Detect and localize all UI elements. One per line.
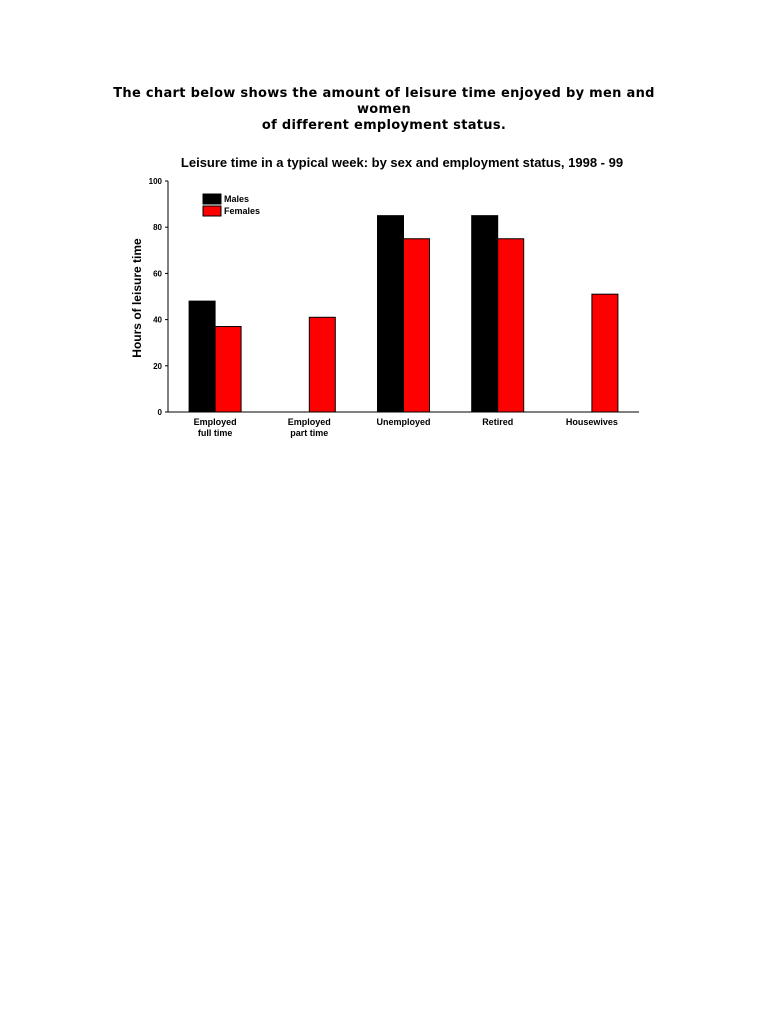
y-tick-label: 0 xyxy=(158,408,163,417)
bar-males-3 xyxy=(471,215,499,413)
bar-males-0 xyxy=(188,300,216,413)
x-tick-label: Unemployed xyxy=(376,417,430,427)
bar-females-1 xyxy=(308,316,336,413)
x-tick-label: full time xyxy=(198,428,233,438)
y-tick-label: 100 xyxy=(149,177,163,186)
x-tick-label: Employed xyxy=(288,417,331,427)
y-tick-label: 80 xyxy=(153,223,162,232)
bar-females-0 xyxy=(214,326,242,413)
bar-females-4 xyxy=(591,293,619,413)
y-tick-label: 40 xyxy=(153,316,162,325)
intro-text: The chart below shows the amount of leis… xyxy=(90,86,678,134)
chart-title: Leisure time in a typical week: by sex a… xyxy=(181,155,623,170)
x-tick-label: Retired xyxy=(482,417,513,427)
y-tick-label: 20 xyxy=(153,362,162,371)
bars xyxy=(188,215,619,413)
intro-line-2: of different employment status. xyxy=(261,118,507,133)
y-tick-label: 60 xyxy=(153,269,162,278)
legend-label-males: Males xyxy=(224,194,249,204)
intro-line-1: The chart below shows the amount of leis… xyxy=(113,86,655,117)
x-tick-label: part time xyxy=(290,428,328,438)
legend-swatch-females xyxy=(202,205,222,217)
x-tick-label: Employed xyxy=(194,417,237,427)
x-tick-label: Housewives xyxy=(566,417,618,427)
legend-swatch-males xyxy=(202,193,222,205)
bar-chart: Leisure time in a typical week: by sex a… xyxy=(130,155,639,438)
bar-males-2 xyxy=(377,215,404,413)
y-axis-label: Hours of leisure time xyxy=(130,238,144,358)
bar-females-3 xyxy=(497,238,525,413)
legend: Males Females xyxy=(202,193,260,217)
legend-label-females: Females xyxy=(224,206,260,216)
bar-females-2 xyxy=(403,238,430,413)
y-ticks: 0 20 40 60 80 100 xyxy=(149,177,168,417)
